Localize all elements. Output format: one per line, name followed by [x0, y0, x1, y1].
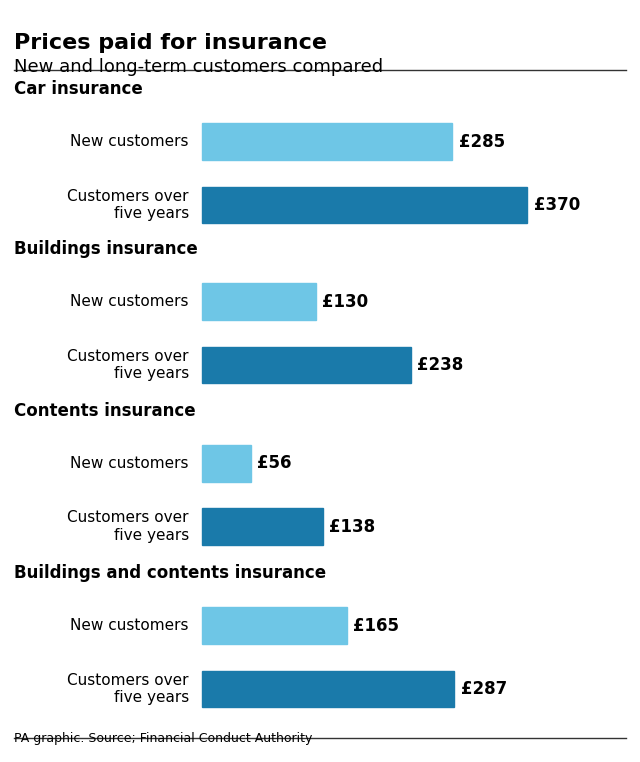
Text: £165: £165	[353, 616, 399, 635]
Text: Prices paid for insurance: Prices paid for insurance	[14, 33, 327, 53]
Text: £56: £56	[257, 454, 292, 472]
Text: Buildings and contents insurance: Buildings and contents insurance	[14, 564, 326, 582]
Text: New customers: New customers	[70, 456, 189, 471]
Text: £238: £238	[417, 356, 464, 374]
Text: Customers over
five years: Customers over five years	[67, 349, 189, 381]
Text: Buildings insurance: Buildings insurance	[14, 240, 198, 258]
Text: Customers over
five years: Customers over five years	[67, 189, 189, 221]
Text: New customers: New customers	[70, 134, 189, 149]
Text: New customers: New customers	[70, 294, 189, 309]
Text: Contents insurance: Contents insurance	[14, 402, 196, 420]
Text: Car insurance: Car insurance	[14, 80, 143, 98]
Text: £285: £285	[459, 133, 505, 151]
Text: £287: £287	[461, 680, 507, 698]
Text: £138: £138	[330, 517, 376, 536]
Text: Customers over
five years: Customers over five years	[67, 511, 189, 543]
Text: New and long-term customers compared: New and long-term customers compared	[14, 58, 383, 76]
Text: £370: £370	[534, 196, 580, 214]
Text: £130: £130	[323, 293, 369, 311]
Text: Customers over
five years: Customers over five years	[67, 673, 189, 705]
Text: New customers: New customers	[70, 618, 189, 633]
Text: PA graphic. Source; Financial Conduct Authority: PA graphic. Source; Financial Conduct Au…	[14, 732, 312, 745]
